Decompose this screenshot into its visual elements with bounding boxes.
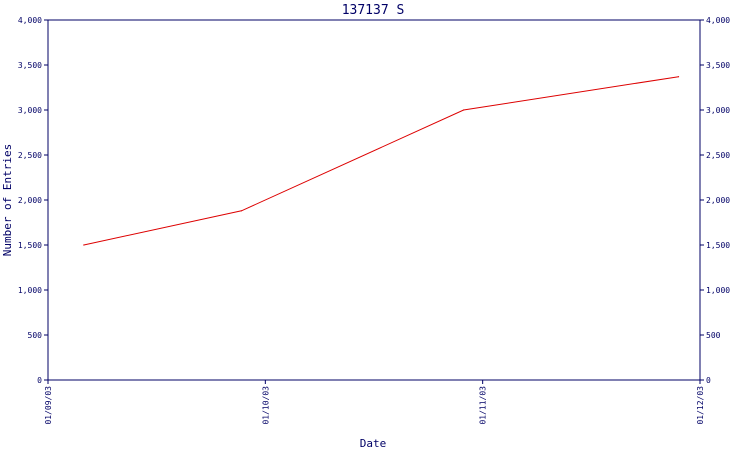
y-tick-label-right: 1,500 bbox=[706, 241, 730, 250]
y-tick-label-left: 2,500 bbox=[18, 151, 42, 160]
y-tick-label-right: 0 bbox=[706, 376, 711, 385]
x-axis: 01/09/03 01/10/03 01/11/03 01/12/03 bbox=[44, 380, 705, 425]
series-line bbox=[83, 76, 679, 246]
y-tick-label-right: 3,500 bbox=[706, 61, 730, 70]
y-tick-label-left: 1,000 bbox=[18, 286, 42, 295]
data-point bbox=[462, 109, 465, 111]
x-tick-label: 01/11/03 bbox=[479, 386, 488, 425]
series-group bbox=[83, 76, 680, 246]
y-axis-right: 0 500 1,000 1,500 2,000 2,500 3,000 3,500 4,000 bbox=[700, 16, 730, 385]
x-tick-label: 01/12/03 bbox=[696, 386, 705, 425]
y-tick-label-left: 3,000 bbox=[18, 106, 42, 115]
y-tick-label-right: 3,000 bbox=[706, 106, 730, 115]
y-tick-label-right: 4,000 bbox=[706, 16, 730, 25]
data-point bbox=[240, 210, 243, 212]
y-tick-label-left: 500 bbox=[28, 331, 43, 340]
y-tick-label-right: 2,000 bbox=[706, 196, 730, 205]
plot-frame bbox=[47, 19, 701, 381]
data-point bbox=[83, 244, 85, 246]
y-tick-label-left: 1,500 bbox=[18, 241, 42, 250]
chart-title: 137137 S bbox=[342, 3, 405, 18]
y-tick-label-left: 4,000 bbox=[18, 16, 42, 25]
y-tick-label-left: 0 bbox=[37, 376, 42, 385]
y-tick-label-right: 500 bbox=[706, 331, 721, 340]
y-tick-label-left: 2,000 bbox=[18, 196, 42, 205]
x-tick-label: 01/09/03 bbox=[44, 386, 53, 425]
y-tick-label-right: 1,000 bbox=[706, 286, 730, 295]
x-tick-label: 01/10/03 bbox=[261, 386, 270, 425]
y-tick-label-right: 2,500 bbox=[706, 151, 730, 160]
y-tick-label-left: 3,500 bbox=[18, 61, 42, 70]
y-axis-label: Number of Entries bbox=[1, 144, 14, 257]
y-axis-left: 0 500 1,000 1,500 2,000 2,500 3,000 3,500 4,000 bbox=[18, 16, 48, 385]
x-axis-label: Date bbox=[360, 437, 387, 450]
data-point bbox=[677, 76, 680, 78]
